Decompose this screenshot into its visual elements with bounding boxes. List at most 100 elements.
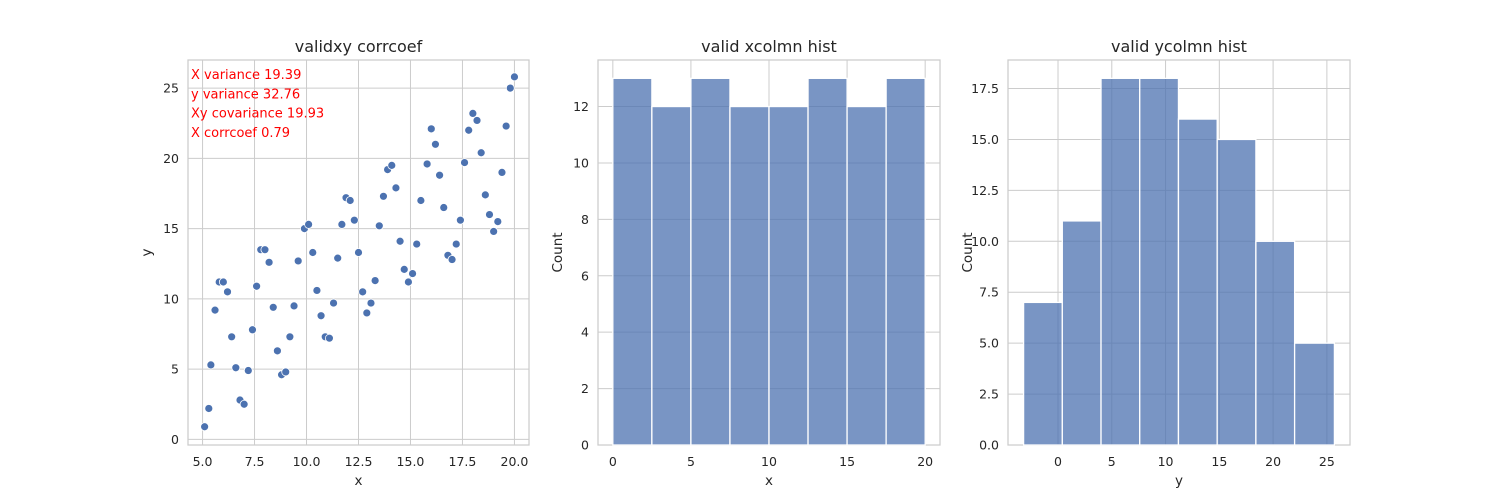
x-histogram-bars <box>612 77 926 446</box>
scatter-point <box>505 83 515 93</box>
scatter-y-tick-label: 5 <box>171 362 179 377</box>
scatter-point <box>264 257 274 267</box>
scatter-point <box>426 124 436 134</box>
scatter-point <box>206 360 216 370</box>
y-histogram-x-tick-label: 10 <box>1158 454 1174 469</box>
scatter-annotation: Xy covariance 19.93 <box>191 107 324 122</box>
scatter-x-tick-label: 15.0 <box>397 454 425 469</box>
y-histogram-y-axis-label: Count <box>960 232 976 272</box>
y-histogram-tick-labels: 0 5 10 15 20 25 0.0 2.5 5.0 7.5 10.0 12.5 15.0 17.5 <box>971 81 1335 469</box>
y-histogram-bar <box>1139 77 1180 446</box>
x-histogram-x-tick-label: 20 <box>917 454 933 469</box>
scatter-plot-frame <box>187 59 530 446</box>
scatter-point <box>333 253 343 263</box>
scatter-point <box>324 333 334 343</box>
scatter-point <box>308 248 318 257</box>
scatter-point <box>281 367 291 377</box>
y-histogram-panel: 0 5 10 15 20 25 0.0 2.5 5.0 7.5 10.0 12.5 15.0 17.5 v… <box>960 37 1351 489</box>
scatter-point <box>485 210 494 219</box>
scatter-point <box>399 264 409 274</box>
scatter-point <box>329 298 338 308</box>
scatter-annotation: X variance 19.39 <box>191 68 301 83</box>
x-histogram-bar <box>885 77 926 446</box>
scatter-point <box>252 281 262 291</box>
scatter-point <box>362 308 372 318</box>
y-histogram-bars <box>1022 77 1336 446</box>
x-histogram-panel: 0 5 10 15 20 0 2 4 6 8 10 12 valid xcolmn hist x Co… <box>550 37 941 489</box>
y-histogram-y-tick-label: 7.5 <box>979 285 999 300</box>
scatter-point <box>345 196 355 205</box>
scatter-point <box>460 158 469 167</box>
y-histogram-x-tick-label: 25 <box>1319 454 1335 469</box>
scatter-point <box>223 287 232 297</box>
x-histogram-y-tick-label: 12 <box>573 99 589 114</box>
y-histogram-title: valid ycolmn hist <box>1111 37 1247 56</box>
scatter-point <box>248 325 257 335</box>
scatter-annotation: X corrcoef 0.79 <box>191 126 290 141</box>
scatter-point <box>293 256 303 266</box>
scatter-point <box>370 276 380 286</box>
scatter-y-tick-label: 25 <box>163 81 179 96</box>
scatter-point <box>289 301 299 311</box>
y-histogram-y-tick-label: 5.0 <box>979 336 999 351</box>
x-histogram-bar <box>690 77 731 446</box>
scatter-y-tick-label: 10 <box>163 291 179 306</box>
scatter-title: validxy corrcoef <box>295 37 423 56</box>
scatter-point <box>408 269 417 278</box>
scatter-point <box>493 217 503 226</box>
y-histogram-bar <box>1061 220 1102 446</box>
scatter-point <box>273 346 282 356</box>
scatter-points <box>200 72 519 432</box>
scatter-point <box>416 196 426 205</box>
y-histogram-y-tick-label: 2.5 <box>979 387 999 402</box>
scatter-point <box>374 221 384 231</box>
x-histogram-tick-labels: 0 5 10 15 20 0 2 4 6 8 10 12 <box>573 99 933 469</box>
y-histogram-x-axis-label: y <box>1175 473 1183 489</box>
scatter-point <box>435 170 444 180</box>
scatter-point <box>412 239 422 249</box>
y-histogram-bar <box>1255 240 1296 446</box>
scatter-point <box>439 203 449 212</box>
x-histogram-y-tick-label: 10 <box>573 155 589 170</box>
scatter-point <box>447 255 457 264</box>
scatter-x-tick-label: 12.5 <box>345 454 373 469</box>
y-histogram-bar <box>1177 118 1218 446</box>
x-histogram-y-tick-label: 4 <box>581 325 589 340</box>
scatter-annotations: X variance 19.39 y variance 32.76 Xy covar… <box>191 68 324 141</box>
y-histogram-x-tick-label: 20 <box>1265 454 1281 469</box>
scatter-point <box>312 286 322 295</box>
scatter-point <box>243 366 253 375</box>
scatter-point <box>316 311 326 321</box>
x-histogram-x-tick-label: 5 <box>687 454 695 469</box>
scatter-point <box>431 139 440 149</box>
scatter-point <box>379 191 388 201</box>
scatter-y-tick-label: 20 <box>163 151 179 166</box>
scatter-point <box>489 227 499 236</box>
y-histogram-bar <box>1100 77 1141 446</box>
scatter-point <box>480 190 490 200</box>
scatter-y-tick-label: 0 <box>171 432 179 447</box>
scatter-point <box>204 404 214 413</box>
scatter-x-tick-label: 10.0 <box>293 454 321 469</box>
x-histogram-bar <box>612 77 653 446</box>
scatter-point <box>260 245 270 255</box>
scatter-gridlines <box>188 60 529 445</box>
scatter-point <box>304 219 313 229</box>
scatter-point <box>501 121 511 131</box>
scatter-point <box>285 332 295 342</box>
scatter-point <box>451 239 461 249</box>
scatter-point <box>395 236 405 246</box>
scatter-point <box>391 183 401 193</box>
scatter-y-axis-label: y <box>139 249 155 257</box>
x-histogram-y-tick-label: 0 <box>581 438 589 453</box>
scatter-x-tick-label: 5.0 <box>193 454 213 469</box>
y-histogram-y-tick-label: 12.5 <box>971 183 999 198</box>
y-histogram-y-tick-label: 10.0 <box>971 234 999 249</box>
scatter-point <box>366 298 376 308</box>
scatter-point <box>200 422 210 432</box>
scatter-point <box>476 148 486 158</box>
x-histogram-x-tick-label: 0 <box>609 454 617 469</box>
scatter-point <box>464 125 474 135</box>
x-histogram-y-tick-label: 8 <box>581 212 589 227</box>
scatter-x-tick-label: 7.5 <box>245 454 265 469</box>
